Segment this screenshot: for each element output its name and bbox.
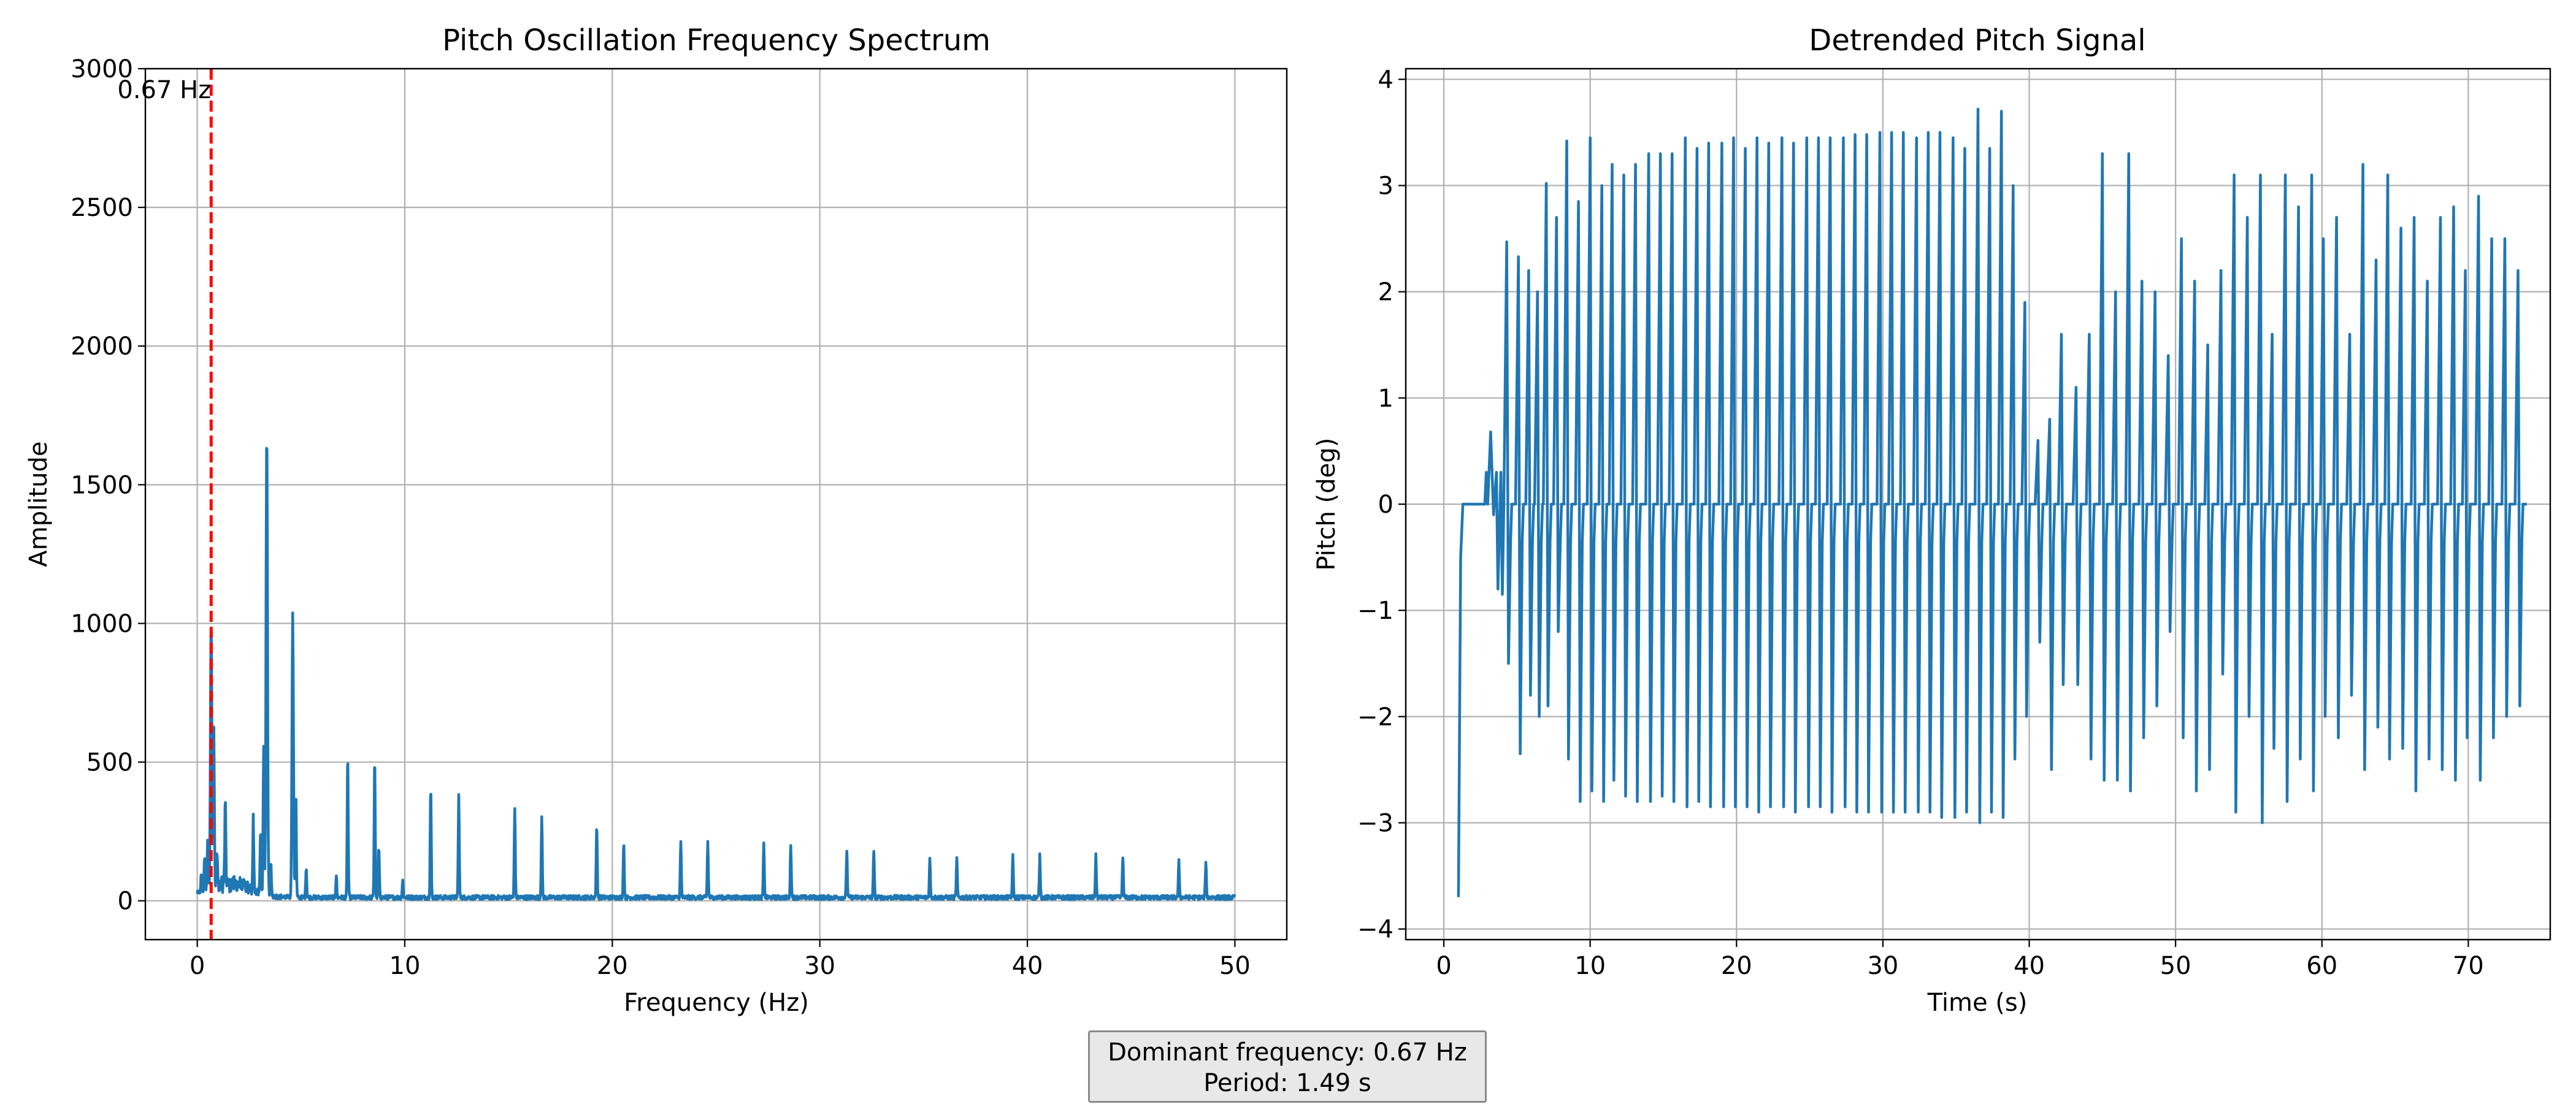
pitch-ytick-label: 4 — [1378, 66, 1393, 94]
spectrum-ytick-label: 2000 — [71, 332, 133, 361]
pitch-xtick-label: 70 — [2453, 952, 2484, 980]
spectrum-ylabel: Amplitude — [25, 442, 53, 567]
spectrum-xtick-label: 40 — [1012, 952, 1043, 980]
spectrum-xtick-label: 0 — [190, 952, 205, 980]
pitch-ytick-label: 1 — [1378, 385, 1393, 413]
pitch-axes-frame — [1405, 67, 2551, 941]
spectrum-xtick-label: 20 — [597, 952, 628, 980]
pitch-grid — [1406, 69, 2550, 940]
pitch-ytick-label: −1 — [1357, 597, 1393, 625]
spectrum-panel: Pitch Oscillation Frequency Spectrum Fre… — [25, 23, 1288, 1017]
pitch-ytick-label: 2 — [1378, 278, 1393, 307]
spectrum-ytick-label: 500 — [86, 749, 133, 777]
pitch-ytick-label: 0 — [1378, 491, 1393, 519]
spectrum-ytick-label: 3000 — [71, 55, 133, 83]
pitch-signal-line — [1457, 107, 2527, 897]
pitch-xtick-label: 10 — [1574, 952, 1606, 980]
pitch-xtick-label: 20 — [1721, 952, 1752, 980]
period-text: Period: 1.49 s — [1203, 1069, 1371, 1097]
pitch-ytick-label: −2 — [1357, 703, 1393, 731]
pitch-xtick-label: 30 — [1867, 952, 1898, 980]
spectrum-ytick-label: 2500 — [71, 194, 133, 222]
spectrum-ytick-label: 1000 — [71, 610, 133, 638]
pitch-xtick-label: 40 — [2014, 952, 2045, 980]
spectrum-xlabel: Frequency (Hz) — [624, 989, 809, 1017]
spectrum-title: Pitch Oscillation Frequency Spectrum — [442, 23, 991, 58]
spectrum-xtick-label: 30 — [804, 952, 835, 980]
spectrum-ytick-label: 1500 — [71, 471, 133, 499]
pitch-ytick-label: 3 — [1378, 172, 1393, 200]
spectrum-plot-area — [196, 69, 1236, 940]
pitch-ylabel: Pitch (deg) — [1313, 438, 1341, 571]
pitch-ytick-label: −3 — [1357, 810, 1393, 838]
pitch-xlabel: Time (s) — [1927, 989, 2028, 1017]
pitch-ticks: 0 10 20 30 40 50 60 70 −4 −3 −2 −1 0 1 2 3 4 — [1357, 66, 2484, 980]
dominant-frequency-text: Dominant frequency: 0.67 Hz — [1108, 1038, 1467, 1067]
pitch-xtick-label: 0 — [1436, 952, 1451, 980]
dominant-frequency-box: Dominant frequency: 0.67 Hz Period: 1.49… — [1088, 1030, 1487, 1103]
spectrum-amplitude-line — [196, 447, 1236, 902]
pitch-xtick-label: 50 — [2160, 952, 2191, 980]
spectrum-ytick-label: 0 — [118, 887, 133, 916]
pitch-title: Detrended Pitch Signal — [1809, 23, 2145, 58]
spectrum-axes-frame — [144, 67, 1288, 941]
spectrum-xtick-label: 50 — [1219, 952, 1251, 980]
pitch-signal-panel: Detrended Pitch Signal Time (s) Pitch (d… — [1313, 23, 2551, 1017]
pitch-ytick-label: −4 — [1357, 916, 1393, 944]
pitch-plot-area — [1457, 107, 2527, 897]
spectrum-xtick-label: 10 — [389, 952, 421, 980]
spectrum-grid — [145, 67, 1287, 940]
pitch-xtick-label: 60 — [2306, 952, 2337, 980]
dominant-frequency-label: 0.67 Hz — [117, 76, 211, 104]
